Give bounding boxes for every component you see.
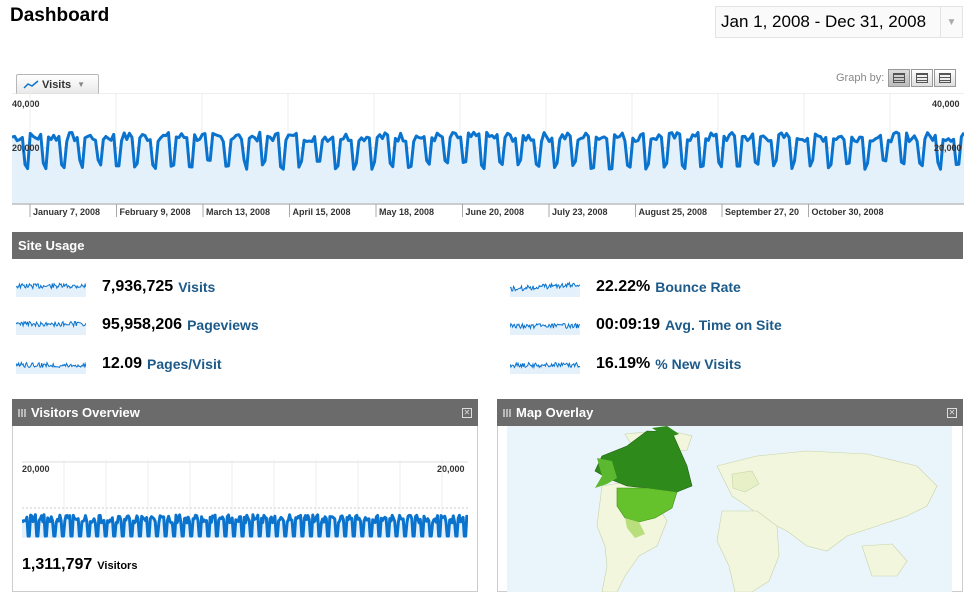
- sparkline-series: [510, 281, 580, 292]
- close-icon[interactable]: ✕: [462, 407, 472, 418]
- y-axis-max-left: 40,000: [12, 99, 40, 109]
- usage-avg-time[interactable]: 00:09:19 Avg. Time on Site: [510, 315, 782, 335]
- site-usage-title: Site Usage: [18, 238, 85, 253]
- avg-time-sparkline: [510, 322, 580, 335]
- visitors-overview-title: Visitors Overview: [31, 405, 140, 420]
- usage-value: 16.19%: [596, 355, 651, 372]
- usage-value: 12.09: [102, 355, 143, 372]
- sparkline-series: [16, 320, 86, 329]
- day-icon: [893, 73, 906, 83]
- pages-visit-sparkline: [16, 361, 86, 374]
- visitors-y-axis-left: 20,000: [22, 464, 50, 474]
- usage-link[interactable]: Bounce Rate: [655, 279, 741, 295]
- visitors-series-line: [22, 513, 468, 538]
- x-tick-label: August 25, 2008: [639, 207, 708, 217]
- visitors-total-label[interactable]: Visitors: [97, 560, 138, 572]
- x-tick-label: September 27, 20: [725, 207, 799, 217]
- date-range-picker[interactable]: Jan 1, 2008 - Dec 31, 2008 ▼: [715, 6, 963, 38]
- visits-sparkline: [16, 282, 86, 297]
- y-axis-mid-right: 20,000: [934, 143, 962, 153]
- date-range-text: Jan 1, 2008 - Dec 31, 2008: [721, 12, 927, 31]
- new-visits-sparkline: [510, 361, 580, 374]
- sparkline-series: [510, 361, 580, 370]
- line-chart-icon: [23, 79, 39, 89]
- visitors-chart[interactable]: [22, 460, 468, 540]
- usage-pages-per-visit[interactable]: 12.09 Pages/Visit: [16, 354, 222, 374]
- month-icon: [939, 73, 952, 83]
- x-tick-label: January 7, 2008: [33, 207, 100, 217]
- graph-by-toolbar: Graph by:: [836, 69, 957, 87]
- usage-link[interactable]: Avg. Time on Site: [665, 317, 782, 333]
- usage-pageviews[interactable]: 95,958,206 Pageviews: [16, 315, 259, 335]
- x-tick-label: April 15, 2008: [293, 207, 351, 217]
- graph-by-week-button[interactable]: [911, 69, 934, 87]
- visits-area: [12, 132, 964, 203]
- usage-visits[interactable]: 7,936,725 Visits: [16, 277, 215, 297]
- x-tick-label: February 9, 2008: [120, 207, 191, 217]
- usage-bounce-rate[interactable]: 22.22% Bounce Rate: [510, 277, 741, 297]
- graph-by-month-button[interactable]: [934, 69, 957, 87]
- close-icon[interactable]: ✕: [947, 407, 957, 418]
- usage-link[interactable]: % New Visits: [655, 356, 742, 372]
- graph-by-label: Graph by:: [836, 72, 885, 84]
- usage-value: 00:09:19: [596, 316, 661, 333]
- sparkline-series: [16, 361, 86, 369]
- pageviews-sparkline: [16, 320, 86, 335]
- map-overlay-title: Map Overlay: [516, 405, 594, 420]
- visitors-overview-header[interactable]: Visitors Overview ✕: [12, 399, 478, 426]
- usage-link[interactable]: Pageviews: [187, 317, 259, 333]
- site-usage-header: Site Usage: [12, 232, 963, 259]
- visitors-y-axis-right: 20,000: [437, 464, 465, 474]
- week-icon: [916, 73, 929, 83]
- usage-link[interactable]: Visits: [178, 279, 216, 295]
- metric-selector-label: Visits: [42, 78, 72, 91]
- map-overlay-header[interactable]: Map Overlay ✕: [497, 399, 963, 426]
- x-tick-label: July 23, 2008: [552, 207, 608, 217]
- visitors-total-value: 1,311,797: [22, 556, 93, 573]
- world-map[interactable]: [507, 426, 952, 592]
- caret-down-icon: ▼: [77, 80, 86, 89]
- sparkline-series: [16, 282, 86, 290]
- usage-value: 7,936,725: [102, 278, 174, 295]
- graph-by-day-button[interactable]: [888, 69, 911, 87]
- y-axis-max-right: 40,000: [932, 99, 960, 109]
- chevron-down-icon[interactable]: ▼: [940, 7, 962, 37]
- usage-value: 22.22%: [596, 278, 651, 295]
- sparkline-series: [510, 322, 580, 331]
- y-axis-mid-left: 20,000: [12, 143, 40, 153]
- x-tick-label: March 13, 2008: [206, 207, 270, 217]
- x-tick-label: October 30, 2008: [812, 207, 884, 217]
- visitors-total: 1,311,797 Visitors: [22, 556, 137, 574]
- x-tick-label: May 18, 2008: [379, 207, 434, 217]
- metric-selector[interactable]: Visits ▼: [16, 74, 99, 94]
- drag-handle-icon[interactable]: [503, 408, 511, 417]
- usage-new-visits[interactable]: 16.19% % New Visits: [510, 354, 741, 374]
- x-tick-label: June 20, 2008: [466, 207, 525, 217]
- usage-link[interactable]: Pages/Visit: [147, 356, 222, 372]
- page-title: Dashboard: [10, 5, 110, 26]
- drag-handle-icon[interactable]: [18, 408, 26, 417]
- usage-value: 95,958,206: [102, 316, 183, 333]
- visits-series-line: [12, 130, 964, 171]
- visits-chart[interactable]: 20,000 20,000 January 7, 2008 February 9, 2…: [12, 93, 964, 218]
- bounce-rate-sparkline: [510, 281, 580, 297]
